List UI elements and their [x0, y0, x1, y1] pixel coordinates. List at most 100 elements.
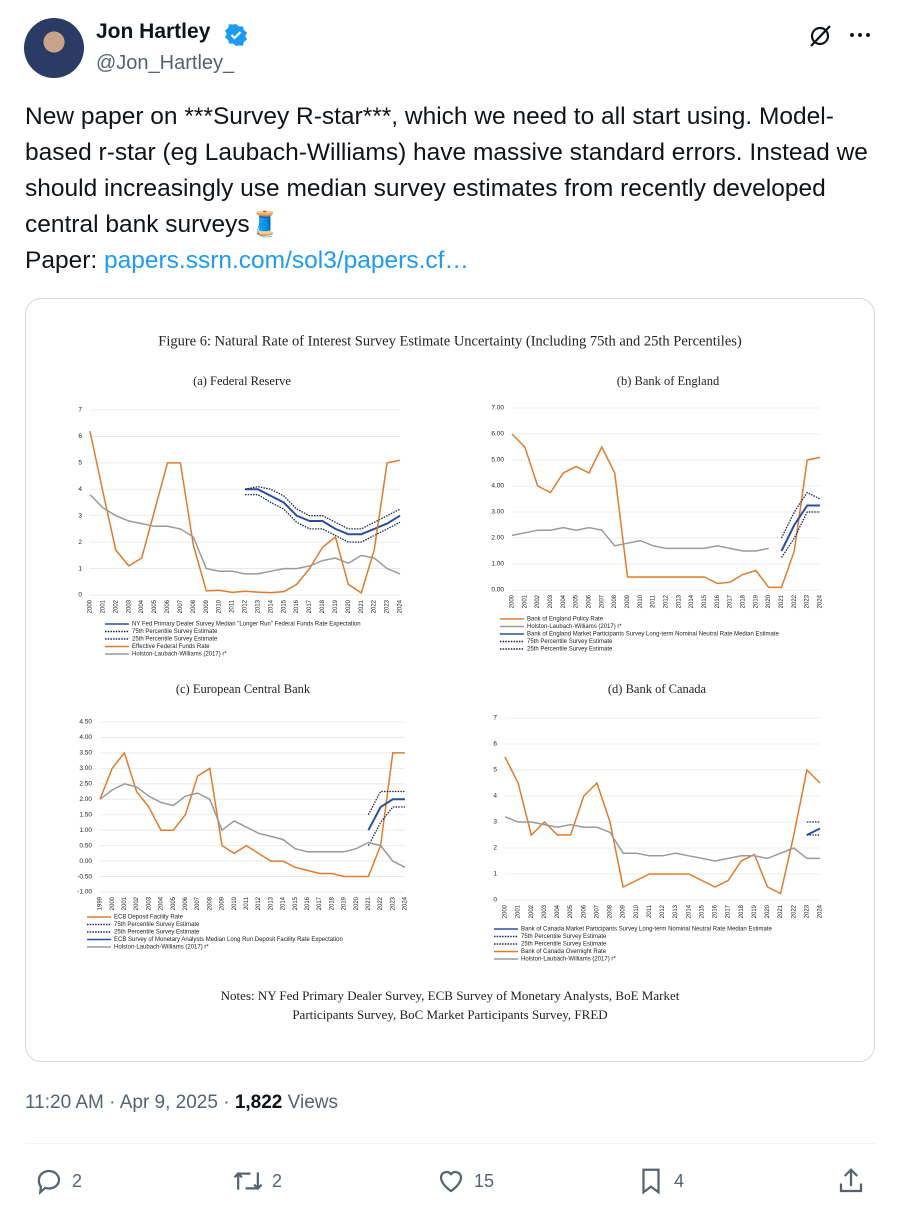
- x-tick-label: 2002: [535, 594, 541, 608]
- bookmark[interactable]: 4: [636, 1166, 684, 1196]
- y-tick-label: 7: [78, 407, 82, 414]
- y-tick-label: 4.50: [79, 719, 92, 726]
- x-tick-label: 2004: [139, 599, 145, 613]
- x-tick-label: 2014: [686, 904, 692, 918]
- x-tick-label: 2002: [134, 896, 140, 910]
- x-tick-label: 2020: [346, 599, 352, 613]
- x-tick-label: 2008: [612, 594, 618, 608]
- x-tick-label: 2001: [122, 896, 128, 910]
- y-tick-label: 3: [493, 819, 497, 826]
- x-tick-label: 2011: [647, 904, 653, 918]
- x-tick-label: 2020: [765, 904, 771, 918]
- x-tick-label: 2010: [634, 904, 640, 918]
- x-tick-label: 2020: [354, 896, 360, 910]
- x-tick-label: 2004: [561, 594, 567, 608]
- y-tick-label: 2: [493, 845, 497, 852]
- y-tick-label: 2.50: [79, 781, 92, 788]
- figure-title: Figure 6: Natural Rate of Interest Surve…: [158, 333, 742, 349]
- x-tick-label: 2007: [594, 904, 600, 918]
- x-tick-label: 2017: [307, 599, 313, 613]
- panel-title: (c) European Central Bank: [176, 682, 311, 696]
- media-card[interactable]: [25, 298, 875, 1062]
- x-tick-label: 2009: [220, 896, 226, 910]
- x-tick-label: 2018: [320, 599, 326, 613]
- author-handle[interactable]: @Jon_Hartley_: [96, 52, 235, 74]
- x-tick-label: 2015: [702, 594, 708, 608]
- x-tick-label: 2024: [398, 599, 404, 613]
- x-tick-label: 2022: [792, 594, 798, 608]
- y-tick-label: 2: [78, 539, 82, 546]
- series-line: [504, 816, 820, 862]
- legend-label: Holston-Laubach-Williams (2017) r*: [114, 945, 209, 951]
- x-tick-label: 2009: [204, 599, 210, 613]
- x-tick-label: 2022: [378, 896, 384, 910]
- y-tick-label: 3: [78, 512, 82, 519]
- x-tick-label: 2010: [232, 896, 238, 910]
- series-line: [367, 806, 405, 846]
- x-tick-label: 2019: [333, 599, 339, 613]
- tweet-text: New paper on ***Survey R-star***, which …: [25, 103, 868, 238]
- series-line: [504, 756, 821, 895]
- share-icon[interactable]: [836, 1166, 866, 1196]
- repost-count: 2: [272, 1170, 283, 1191]
- x-tick-label: 2005: [574, 594, 580, 608]
- x-tick-label: 2013: [676, 594, 682, 608]
- views-label: Views: [287, 1092, 338, 1113]
- series-line: [99, 751, 405, 878]
- more-icon[interactable]: [846, 22, 874, 50]
- x-tick-label: 2024: [818, 594, 824, 608]
- y-tick-label: 3.50: [79, 750, 92, 757]
- x-tick-label: 2014: [268, 599, 274, 613]
- repost[interactable]: 2: [232, 1166, 282, 1196]
- bookmark-count: 4: [674, 1170, 685, 1191]
- y-tick-label: 5: [493, 767, 497, 774]
- y-tick-label: 1.00: [79, 827, 92, 834]
- legend-label: 75th Percentile Survey Estimate: [521, 934, 607, 940]
- timestamp[interactable]: 11:20 AM · Apr 9, 2025 ·: [25, 1092, 230, 1113]
- legend-label: ECB Deposit Facility Rate: [114, 915, 184, 921]
- x-tick-label: 2019: [342, 896, 348, 910]
- avatar[interactable]: [24, 18, 84, 78]
- y-tick-label: 1: [78, 565, 82, 572]
- x-tick-label: 2007: [178, 599, 184, 613]
- view-count: 1,822: [234, 1092, 283, 1113]
- series-line: [780, 511, 820, 558]
- x-tick-label: 2024: [818, 904, 824, 918]
- x-tick-label: 2000: [503, 904, 509, 918]
- author-name[interactable]: Jon Hartley: [96, 20, 211, 43]
- like[interactable]: 15: [436, 1166, 494, 1196]
- tweet-body: New paper on ***Survey R-star***, which …: [25, 99, 881, 279]
- x-tick-label: 2001: [522, 594, 528, 608]
- y-tick-label: 3.00: [491, 509, 504, 516]
- x-tick-label: 2005: [568, 904, 574, 918]
- x-tick-label: 2017: [726, 904, 732, 918]
- x-tick-label: 2021: [366, 896, 372, 910]
- reply[interactable]: 2: [34, 1166, 82, 1196]
- x-tick-label: 2001: [516, 904, 522, 918]
- y-tick-label: 4.00: [491, 483, 504, 490]
- legend-label: Bank of England Policy Rate: [527, 617, 604, 623]
- y-tick-label: 0: [493, 897, 497, 904]
- x-tick-label: 2024: [403, 896, 409, 910]
- y-tick-label: 5.00: [491, 457, 504, 464]
- y-tick-label: 0: [78, 592, 82, 599]
- link[interactable]: papers.ssrn.com/sol3/papers.cf…: [104, 247, 469, 274]
- x-tick-label: 2003: [146, 896, 152, 910]
- y-tick-label: 7: [493, 715, 497, 722]
- y-tick-label: 3.00: [79, 765, 92, 772]
- x-tick-label: 2013: [255, 599, 261, 613]
- x-tick-label: 2009: [625, 594, 631, 608]
- grok-icon[interactable]: [806, 22, 834, 50]
- x-tick-label: 2006: [165, 599, 171, 613]
- repost-icon: [233, 1172, 263, 1190]
- x-tick-label: 2000: [110, 896, 116, 910]
- x-tick-label: 2000: [510, 594, 516, 608]
- figure-notes: Notes: NY Fed Primary Dealer Survey, ECB…: [221, 988, 680, 1022]
- x-tick-label: 2023: [804, 904, 810, 918]
- y-tick-label: 4.00: [79, 734, 92, 741]
- x-tick-label: 2014: [281, 896, 287, 910]
- bookmark-icon: [642, 1168, 660, 1195]
- x-tick-label: 2012: [256, 896, 262, 910]
- x-tick-label: 2008: [191, 599, 197, 613]
